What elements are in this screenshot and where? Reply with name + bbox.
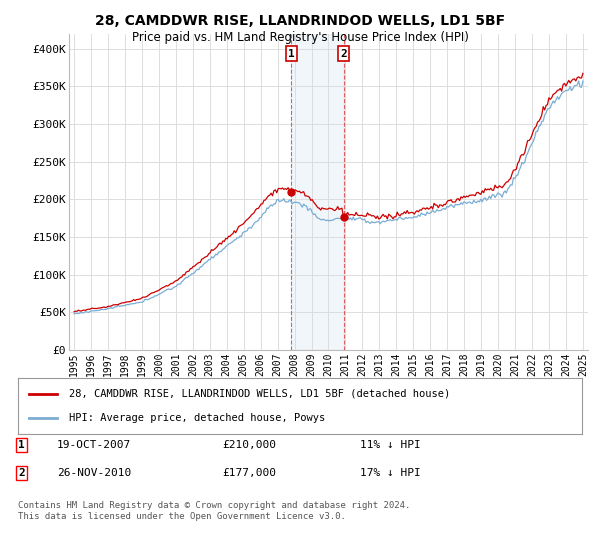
Text: 2: 2 [340, 49, 347, 59]
Text: 1: 1 [288, 49, 295, 59]
Text: 19-OCT-2007: 19-OCT-2007 [57, 440, 131, 450]
Text: £210,000: £210,000 [222, 440, 276, 450]
Text: Contains HM Land Registry data © Crown copyright and database right 2024.
This d: Contains HM Land Registry data © Crown c… [18, 501, 410, 521]
Text: Price paid vs. HM Land Registry's House Price Index (HPI): Price paid vs. HM Land Registry's House … [131, 31, 469, 44]
Text: 17% ↓ HPI: 17% ↓ HPI [360, 468, 421, 478]
Text: HPI: Average price, detached house, Powys: HPI: Average price, detached house, Powy… [69, 413, 325, 423]
Text: 26-NOV-2010: 26-NOV-2010 [57, 468, 131, 478]
Bar [291, 34, 344, 350]
Text: 28, CAMDDWR RISE, LLANDRINDOD WELLS, LD1 5BF: 28, CAMDDWR RISE, LLANDRINDOD WELLS, LD1… [95, 14, 505, 28]
Text: 11% ↓ HPI: 11% ↓ HPI [360, 440, 421, 450]
Text: 1: 1 [18, 440, 25, 450]
Text: 28, CAMDDWR RISE, LLANDRINDOD WELLS, LD1 5BF (detached house): 28, CAMDDWR RISE, LLANDRINDOD WELLS, LD1… [69, 389, 450, 399]
Text: £177,000: £177,000 [222, 468, 276, 478]
Text: 2: 2 [18, 468, 25, 478]
